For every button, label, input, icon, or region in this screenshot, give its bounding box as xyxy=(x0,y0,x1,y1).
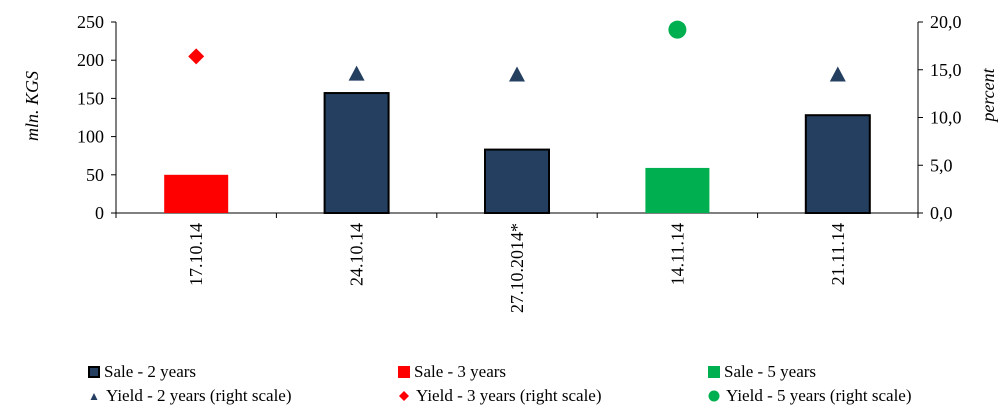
legend-label: Sale - 3 years xyxy=(414,362,507,381)
y-tick-label: 250 xyxy=(77,12,104,32)
y-tick-label: 200 xyxy=(77,50,104,70)
legend-label: Sale - 5 years xyxy=(724,362,817,381)
legend-label: Yield - 5 years (right scale) xyxy=(726,386,912,405)
yield-point xyxy=(668,20,687,39)
x-tick-label: 17.10.14 xyxy=(186,223,206,286)
y2-tick-label: 0,0 xyxy=(930,203,953,223)
y-tick-label: 150 xyxy=(77,88,104,108)
legend-item: Yield - 3 years (right scale) xyxy=(398,385,602,407)
legend-item: Sale - 2 years xyxy=(88,361,196,383)
bar xyxy=(164,174,229,213)
y2-tick-label: 15,0 xyxy=(930,60,962,80)
legend-swatch xyxy=(398,366,410,378)
circle-marker-icon xyxy=(708,390,720,402)
triangle-marker-icon xyxy=(88,390,100,402)
legend-label: Yield - 3 years (right scale) xyxy=(416,386,602,405)
x-tick-label: 21.11.14 xyxy=(828,223,848,285)
bar xyxy=(484,148,550,214)
legend-swatch xyxy=(88,366,100,378)
legend-label: Sale - 2 years xyxy=(104,362,197,381)
y-tick-label: 0 xyxy=(95,203,104,223)
y-tick-label: 50 xyxy=(86,165,104,185)
bar xyxy=(323,92,390,214)
legend-swatch xyxy=(708,366,720,378)
legend-item: Yield - 2 years (right scale) xyxy=(88,385,292,407)
y2-tick-label: 20,0 xyxy=(930,12,962,32)
x-tick-label: 24.10.14 xyxy=(347,223,367,286)
x-tick-label: 14.11.14 xyxy=(667,223,687,285)
bar xyxy=(804,114,871,214)
x-tick-label: 27.10.2014* xyxy=(507,223,527,313)
diamond-marker-icon xyxy=(398,390,410,402)
y2-tick-label: 5,0 xyxy=(930,155,953,175)
legend-label: Yield - 2 years (right scale) xyxy=(106,386,292,405)
y2-tick-label: 10,0 xyxy=(930,108,962,128)
bar xyxy=(645,167,710,213)
legend-item: Sale - 3 years xyxy=(398,361,506,383)
legend-item: Yield - 5 years (right scale) xyxy=(708,385,912,407)
yield-point xyxy=(348,65,365,81)
axes: 0 50 100 150 200 250 0,0 5,0 10,0 15,0 20,0 17.10.1… xyxy=(77,12,962,313)
yield-point xyxy=(829,66,846,82)
chart: 0 50 100 150 200 250 0,0 5,0 10,0 15,0 20,0 17.10.1… xyxy=(22,12,998,313)
bars xyxy=(164,92,871,214)
yield-point xyxy=(509,66,525,82)
y2-axis-label: percent xyxy=(978,67,998,123)
legend-item: Sale - 5 years xyxy=(708,361,816,383)
markers xyxy=(188,20,846,82)
y-tick-label: 100 xyxy=(77,127,104,147)
yield-point xyxy=(188,48,205,65)
y-axis-label: mln. KGS xyxy=(22,71,42,141)
